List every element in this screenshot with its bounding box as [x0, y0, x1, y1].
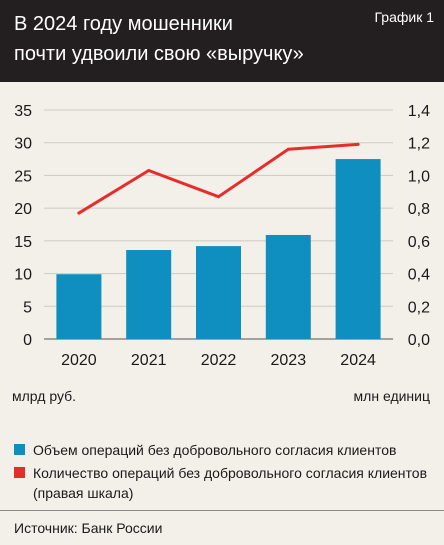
x-tick-label: 2024 — [340, 352, 376, 369]
line-point — [217, 195, 220, 199]
legend-label-volume: Объем операций без добровольного согласи… — [33, 442, 397, 458]
chart-title: В 2024 году мошенники почти удвоили свою… — [14, 9, 354, 69]
legend-swatch-line — [14, 467, 25, 478]
line-point — [356, 142, 360, 146]
y-left-tick-label: 5 — [23, 299, 32, 316]
y-left-tick-label: 35 — [14, 103, 32, 120]
graph-number-label: График 1 — [374, 9, 434, 25]
line-point — [147, 169, 151, 173]
y-left-tick-label: 10 — [14, 267, 32, 284]
bar — [126, 250, 172, 339]
y-right-tick-label: 0,6 — [408, 234, 430, 251]
combo-chart: 0 0,0 5 0,2 10 0,4 15 0,6 20 0,8 25 1,0 30 1,2 35 1,4 20… — [12, 103, 430, 404]
chart-header: В 2024 году мошенники почти удвоили свою… — [0, 0, 444, 82]
y-left-tick-label: 15 — [14, 234, 32, 251]
bar — [196, 246, 241, 339]
y-left-tick-label: 30 — [14, 136, 32, 153]
x-tick-label: 2023 — [271, 352, 307, 369]
source-note: Источник: Банк России — [14, 520, 163, 536]
legend-item-volume: Объем операций без добровольного согласи… — [14, 440, 434, 460]
bar — [335, 159, 381, 339]
y-left-tick-label: 25 — [14, 168, 32, 185]
y-right-tick-label: 1,4 — [408, 103, 430, 120]
x-tick-label: 2020 — [61, 352, 97, 369]
y-right-tick-label: 0,4 — [408, 267, 430, 284]
y-right-tick-label: 0,2 — [408, 299, 430, 316]
source-divider — [0, 510, 444, 511]
line-series — [77, 142, 360, 215]
chart-title-line2: почти удвоили свою «выручку» — [14, 43, 304, 65]
y-right-tick-label: 1,2 — [408, 136, 430, 153]
legend-item-count: Количество операций без добровольного со… — [14, 463, 434, 503]
y-right-axis-label: млн единиц — [354, 388, 430, 404]
y-left-axis-label: млрд руб. — [12, 388, 76, 404]
y-right-tick-label: 0,8 — [408, 201, 430, 218]
bar — [265, 234, 311, 339]
chart-title-line1: В 2024 году мошенники — [14, 13, 233, 35]
line-point — [286, 147, 290, 151]
x-tick-label: 2021 — [131, 352, 167, 369]
y-left-tick-label: 0 — [23, 332, 32, 349]
y-right-tick-label: 1,0 — [408, 168, 430, 185]
y-right-tick-label: 0,0 — [408, 332, 430, 349]
legend: Объем операций без добровольного согласи… — [14, 440, 434, 506]
line-point — [77, 211, 81, 215]
y-left-tick-label: 20 — [14, 201, 32, 218]
legend-label-count: Количество операций без добровольного со… — [33, 465, 428, 501]
legend-swatch-bar — [14, 444, 25, 455]
x-tick-label: 2022 — [201, 352, 237, 369]
bar — [56, 274, 102, 339]
